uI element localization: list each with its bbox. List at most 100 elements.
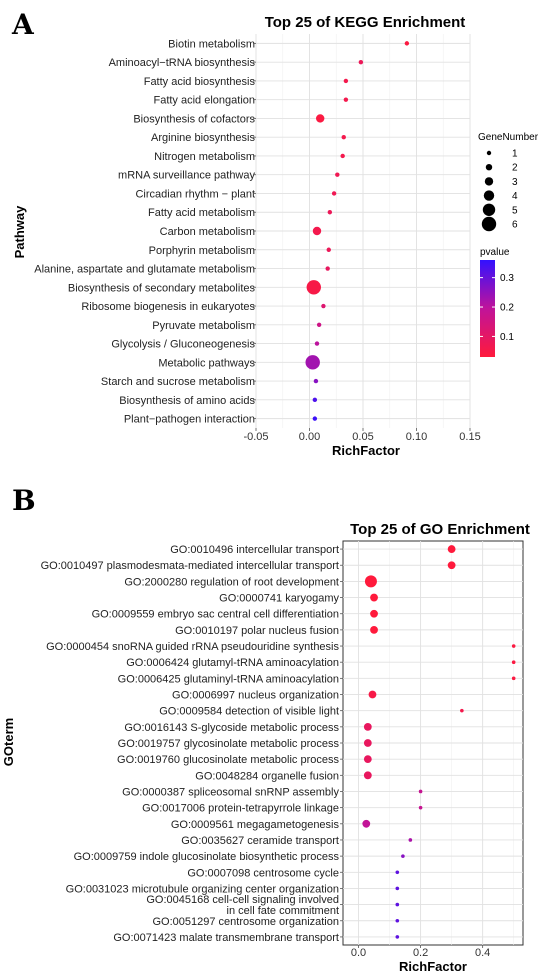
pvalue-legend-label: 0.2: [500, 303, 514, 314]
go-point: [370, 593, 378, 602]
pvalue-legend-title: pvalue: [480, 247, 510, 258]
go-x-tick-label: 0.0: [351, 947, 366, 959]
go-category-label: GO:0009759 indole glucosinolate biosynth…: [74, 851, 340, 863]
gene-number-legend-dot: [483, 190, 495, 201]
pvalue-legend-label: 0.3: [500, 273, 514, 284]
go-category-labels: GO:0010496 intercellular transport GO:001…: [41, 544, 343, 944]
kegg-x-tick-label: 0.10: [406, 431, 427, 443]
kegg-x-axis-label: RichFactor: [332, 443, 400, 458]
go-point: [364, 575, 377, 588]
kegg-x-tick-label: -0.05: [243, 431, 268, 443]
go-gridlines: [342, 540, 524, 946]
kegg-category-label: Biotin metabolism: [168, 38, 255, 50]
kegg-point: [306, 280, 321, 295]
gene-number-legend-label: 6: [512, 220, 518, 231]
panel-label-a: A: [11, 8, 35, 41]
go-point: [368, 690, 377, 699]
kegg-chart-title: Top 25 of KEGG Enrichment: [265, 14, 466, 31]
kegg-point: [343, 78, 349, 84]
kegg-point: [312, 397, 318, 403]
kegg-category-label: Starch and sucrose metabolism: [101, 376, 255, 388]
go-y-axis-label: GOterm: [1, 718, 16, 766]
go-x-axis-label: RichFactor: [399, 959, 467, 974]
gene-number-legend-title: GeneNumber: [478, 132, 539, 143]
kegg-category-label: Biosynthesis of secondary metabolites: [68, 282, 256, 294]
go-point: [370, 609, 378, 618]
go-category-label: GO:0000454 snoRNA guided rRNA pseudourid…: [46, 641, 339, 653]
go-point: [395, 902, 400, 907]
gene-number-legend-dot: [484, 177, 494, 186]
go-category-label: GO:2000280 regulation of root developmen…: [124, 576, 339, 588]
go-point: [363, 722, 372, 731]
go-category-label: GO:0010197 polar nucleus fusion: [175, 625, 339, 637]
kegg-point: [312, 226, 322, 236]
kegg-point: [305, 355, 320, 370]
go-point: [408, 838, 413, 842]
kegg-point: [340, 153, 345, 159]
kegg-category-label: mRNA surveillance pathway: [118, 170, 255, 182]
kegg-category-labels: Biotin metabolism Aminoacyl−tRNA biosynth…: [34, 38, 256, 426]
kegg-category-label: Glycolysis / Gluconeogenesis: [111, 339, 255, 351]
go-category-label: GO:0045168 cell-cell signaling involved i…: [146, 894, 339, 917]
kegg-point: [358, 59, 364, 65]
go-category-label: GO:0009584 detection of visible light: [159, 706, 339, 718]
kegg-category-label: Biosynthesis of amino acids: [119, 395, 255, 407]
kegg-category-label: Carbon metabolism: [160, 226, 255, 238]
kegg-category-label: Pyruvate metabolism: [152, 320, 255, 332]
kegg-y-axis-label: Pathway: [12, 205, 27, 259]
gene-number-legend-dot: [481, 216, 497, 232]
go-point: [447, 561, 456, 570]
kegg-x-ticks: -0.05 0.00 0.05 0.10 0.15: [243, 428, 481, 443]
go-category-label: GO:0010496 intercellular transport: [170, 544, 339, 556]
go-point: [370, 625, 378, 634]
go-category-label: GO:0007098 centrosome cycle: [187, 867, 339, 879]
kegg-category-label: Metabolic pathways: [158, 357, 255, 369]
gene-number-legend-label: 5: [512, 205, 518, 216]
go-point: [511, 660, 516, 664]
go-point: [401, 854, 405, 858]
go-category-label: GO:0010497 plasmodesmata-mediated interc…: [41, 560, 339, 572]
gene-number-legend-dot: [486, 150, 492, 156]
go-points: [362, 545, 516, 939]
pvalue-colorbar: [480, 260, 495, 357]
go-category-label: GO:0009559 embryo sac central cell diffe…: [92, 609, 339, 621]
go-point: [395, 870, 400, 875]
go-category-label: GO:0009561 megagametogenesis: [171, 819, 340, 831]
kegg-point: [325, 266, 330, 271]
go-point: [362, 819, 371, 828]
gene-number-legend-label: 2: [512, 163, 518, 174]
go-category-label: GO:0000741 karyogamy: [219, 593, 339, 605]
kegg-category-label: Fatty acid metabolism: [148, 207, 255, 219]
gene-number-legend-label: 4: [512, 191, 518, 202]
go-point: [395, 886, 400, 891]
kegg-point: [313, 378, 319, 384]
kegg-category-label: Circadian rhythm − plant: [135, 188, 255, 200]
kegg-point: [321, 303, 326, 309]
go-point: [418, 805, 423, 810]
kegg-point: [312, 416, 318, 421]
kegg-point: [404, 41, 410, 46]
go-category-label: GO:0048284 organelle fusion: [195, 770, 339, 782]
kegg-point: [331, 191, 337, 196]
kegg-category-label: Plant−pathogen interaction: [124, 414, 255, 426]
kegg-category-label: Porphyrin metabolism: [149, 245, 255, 257]
go-category-label: GO:0017006 protein-tetrapyrrole linkage: [142, 803, 339, 815]
go-point: [511, 676, 516, 681]
go-category-label: GO:0019757 glycosinolate metabolic proce…: [118, 738, 340, 750]
kegg-point: [326, 247, 331, 252]
go-category-label: GO:0000387 spliceosomal snRNP assembly: [122, 786, 339, 798]
gene-number-legend: 1 2 3 4 5 6: [481, 149, 518, 232]
kegg-category-label: Fatty acid elongation: [153, 95, 255, 107]
kegg-point: [327, 210, 333, 215]
gene-number-legend-dot: [485, 164, 493, 171]
kegg-gridlines: [255, 34, 471, 428]
go-point: [460, 708, 464, 713]
pvalue-legend-ticks: 0.3 0.2 0.1: [480, 273, 514, 343]
go-x-ticks: 0.0 0.2 0.4: [351, 945, 490, 959]
kegg-category-label: Biosynthesis of cofactors: [133, 113, 255, 125]
go-x-tick-label: 0.4: [475, 947, 490, 959]
go-category-label: GO:0019760 glucosinolate metabolic proce…: [117, 754, 339, 766]
kegg-category-label: Arginine biosynthesis: [151, 132, 255, 144]
kegg-x-tick-label: 0.15: [459, 431, 480, 443]
